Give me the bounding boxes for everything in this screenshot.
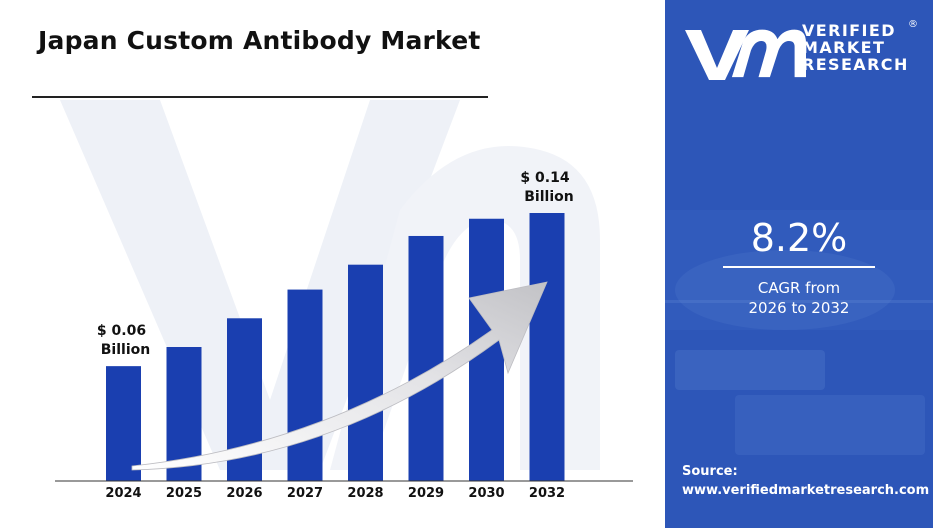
tick-label-2030: 2030 [468,486,504,501]
bar-2024 [106,366,141,481]
cagr-value: 8.2% [750,216,848,260]
tick-label-2029: 2029 [408,486,444,501]
cagr-label-line-1: CAGR from [757,279,841,297]
cagr-label: CAGR from 2026 to 2032 [665,278,933,318]
brand-line-2: MARKET [802,38,886,57]
cagr-label-line-2: 2026 to 2032 [748,299,850,317]
registered-mark: ® [908,19,918,30]
tick-label-2032: 2032 [529,486,565,501]
brand-logo-icon [685,29,806,80]
bar-chart: 2024 2025 2026 2027 2028 2029 2030 2032 $ 0.06 B… [55,170,633,501]
brand-name: VERIFIED MARKET RESEARCH [802,22,909,73]
source-url: www.verifiedmarketresearch.com [682,483,930,498]
tick-label-2024: 2024 [105,486,141,501]
growth-arrow [131,281,548,471]
bar-2032 [529,213,565,481]
tick-label-2026: 2026 [226,486,262,501]
brand-line-3: RESEARCH [802,55,909,74]
background-photo [665,0,933,528]
cagr-divider [723,266,875,268]
title-underline [32,96,488,98]
source-note: Source: www.verifiedmarketresearch.com [682,462,929,500]
data-label-2032-line-2: Billion [524,189,573,205]
brand-line-1: VERIFIED [802,21,896,40]
summary-panel: VERIFIED MARKET RESEARCH ® 8.2% CAGR fro… [665,0,933,528]
bar-2028 [348,264,383,481]
data-label-2024-line-1: $ 0.06 [97,323,146,339]
source-label: Source: [682,464,738,479]
chart-title: Japan Custom Antibody Market [38,26,481,55]
tick-label-2025: 2025 [166,486,202,501]
tick-label-2028: 2028 [347,486,383,501]
tick-label-2027: 2027 [287,486,323,501]
data-label-2024-line-2: Billion [101,342,150,358]
data-label-2032-line-1: $ 0.14 [520,170,569,186]
bar-2029 [408,235,444,481]
chart-panel: Japan Custom Antibody Market 2024 2025 202… [32,26,633,501]
bar-2027 [287,289,323,481]
